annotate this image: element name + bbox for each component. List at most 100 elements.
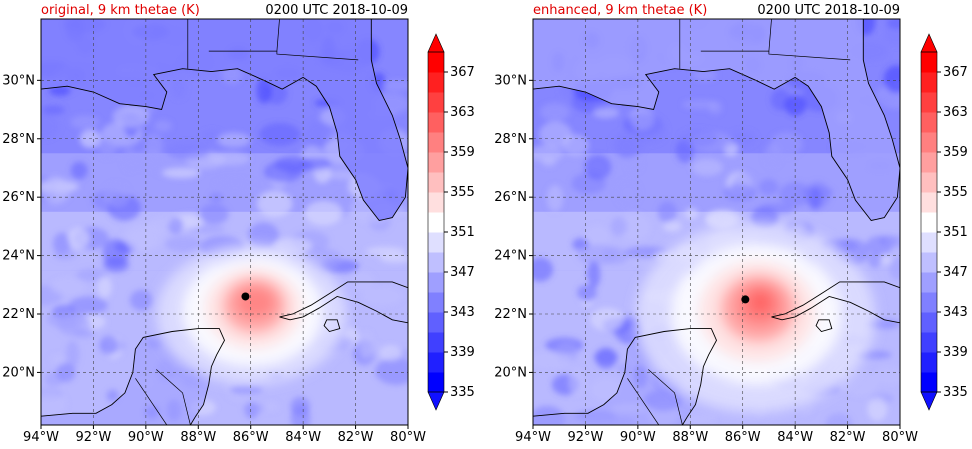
colorbar-bin [428, 152, 444, 173]
storm-center-marker [241, 292, 250, 301]
colorbar-bin [428, 372, 444, 393]
colorbar-bin [921, 272, 937, 293]
colorbar-bin [921, 72, 937, 93]
colorbar-tick-label: 359 [943, 145, 968, 160]
colorbar-tick-label: 343 [450, 305, 475, 320]
colorbar-tick-label: 363 [943, 105, 968, 120]
colorbar-bin [921, 372, 937, 393]
colorbar-bin [428, 92, 444, 113]
colorbar-frame [427, 51, 445, 393]
map-frame [40, 18, 409, 426]
x-tick-label: 82°W [338, 430, 374, 445]
x-tick-label: 82°W [830, 430, 866, 445]
colorbar-tick-label: 367 [450, 65, 475, 80]
colorbar-bin [921, 52, 937, 73]
y-tick-label: 22°N [2, 307, 35, 322]
colorbar-bin [921, 172, 937, 193]
y-axis-ticks: 20°N 22°N 24°N 26°N 28°N 30°N [2, 73, 41, 380]
colorbar-tick-label: 355 [450, 185, 475, 200]
colorbar-tick-label: 355 [943, 185, 968, 200]
colorbar-bin [921, 92, 937, 113]
y-tick-label: 26°N [2, 190, 35, 205]
colorbar-extend-max [427, 33, 445, 53]
colorbar-tick-label: 347 [450, 265, 475, 280]
colorbar-bin [428, 212, 444, 233]
y-tick-label: 30°N [494, 73, 527, 88]
y-tick-label: 20°N [494, 365, 527, 380]
colorbar-bin [921, 192, 937, 213]
colorbar-tick-label: 359 [450, 145, 475, 160]
lat-lon-grid [41, 19, 408, 425]
colorbar-bin [428, 332, 444, 353]
y-tick-label: 24°N [2, 249, 35, 264]
coastlines [41, 19, 408, 425]
x-axis-ticks: 94°W 92°W 90°W 88°W 86°W 84°W 82°W 80°W [23, 425, 426, 445]
map-frame [532, 18, 901, 426]
colorbar-bin [428, 172, 444, 193]
colorbar-bin [428, 132, 444, 153]
x-tick-label: 86°W [233, 430, 269, 445]
x-tick-label: 90°W [620, 430, 656, 445]
x-tick-label: 94°W [23, 430, 59, 445]
colorbar-bin [921, 112, 937, 133]
map-panel-original: original, 9 km thetae (K) 0200 UTC 2018-… [2, 3, 426, 445]
y-tick-label: 30°N [2, 73, 35, 88]
colorbar-tick-label: 363 [450, 105, 475, 120]
y-tick-label: 20°N [2, 365, 35, 380]
colorbar-bin [921, 352, 937, 373]
lat-lon-grid [533, 19, 900, 425]
colorbar-bin [428, 292, 444, 313]
colorbar-bin [428, 272, 444, 293]
x-tick-label: 84°W [777, 430, 813, 445]
coastlines [533, 19, 900, 425]
panel-title-left: original, 9 km thetae (K) [41, 3, 200, 18]
x-tick-label: 86°W [725, 430, 761, 445]
colorbar-tick-label: 339 [943, 345, 968, 360]
colorbar-bin [428, 52, 444, 73]
thetae-field [41, 19, 408, 425]
y-axis-ticks: 20°N 22°N 24°N 26°N 28°N 30°N [494, 73, 533, 380]
panel-title-left: enhanced, 9 km thetae (K) [533, 3, 707, 18]
storm-center-marker [741, 295, 750, 304]
x-tick-label: 88°W [672, 430, 708, 445]
y-tick-label: 28°N [2, 132, 35, 147]
colorbar-extend-min [920, 391, 938, 411]
colorbar-bin [428, 72, 444, 93]
x-tick-label: 80°W [882, 430, 918, 445]
colorbar-bin [921, 312, 937, 333]
colorbar-tick-label: 335 [450, 385, 475, 400]
map-panel-enhanced: enhanced, 9 km thetae (K) 0200 UTC 2018-… [494, 3, 918, 445]
colorbar-bin [428, 192, 444, 213]
colorbar-bin [428, 312, 444, 333]
x-tick-label: 84°W [285, 430, 321, 445]
colorbar-tick-label: 339 [450, 345, 475, 360]
x-tick-label: 94°W [515, 430, 551, 445]
colorbar-bin [921, 232, 937, 253]
y-tick-label: 24°N [494, 249, 527, 264]
x-tick-label: 88°W [180, 430, 216, 445]
x-tick-label: 80°W [390, 430, 426, 445]
colorbar-tick-label: 351 [450, 225, 475, 240]
colorbar-bin [921, 292, 937, 313]
colorbar-tick-label: 343 [943, 305, 968, 320]
panel-title-right: 0200 UTC 2018-10-09 [757, 3, 900, 18]
y-tick-label: 28°N [494, 132, 527, 147]
x-tick-label: 92°W [567, 430, 603, 445]
colorbar-bin [428, 112, 444, 133]
colorbar-tick-label: 347 [943, 265, 968, 280]
thetae-field [533, 19, 900, 425]
colorbar-original: 335 339 343 347 351 355 359 363 367 [427, 33, 475, 411]
colorbar-bin [921, 252, 937, 273]
colorbar-bin [428, 252, 444, 273]
colorbar-extend-min [427, 391, 445, 411]
x-tick-label: 90°W [128, 430, 164, 445]
colorbar-bin [428, 352, 444, 373]
colorbar-bin [921, 152, 937, 173]
colorbar-bin [921, 132, 937, 153]
colorbar-bin [921, 332, 937, 353]
x-tick-label: 92°W [75, 430, 111, 445]
y-tick-label: 26°N [494, 190, 527, 205]
colorbar-frame [920, 51, 938, 393]
colorbar-enhanced: 335 339 343 347 351 355 359 363 367 [920, 33, 968, 411]
